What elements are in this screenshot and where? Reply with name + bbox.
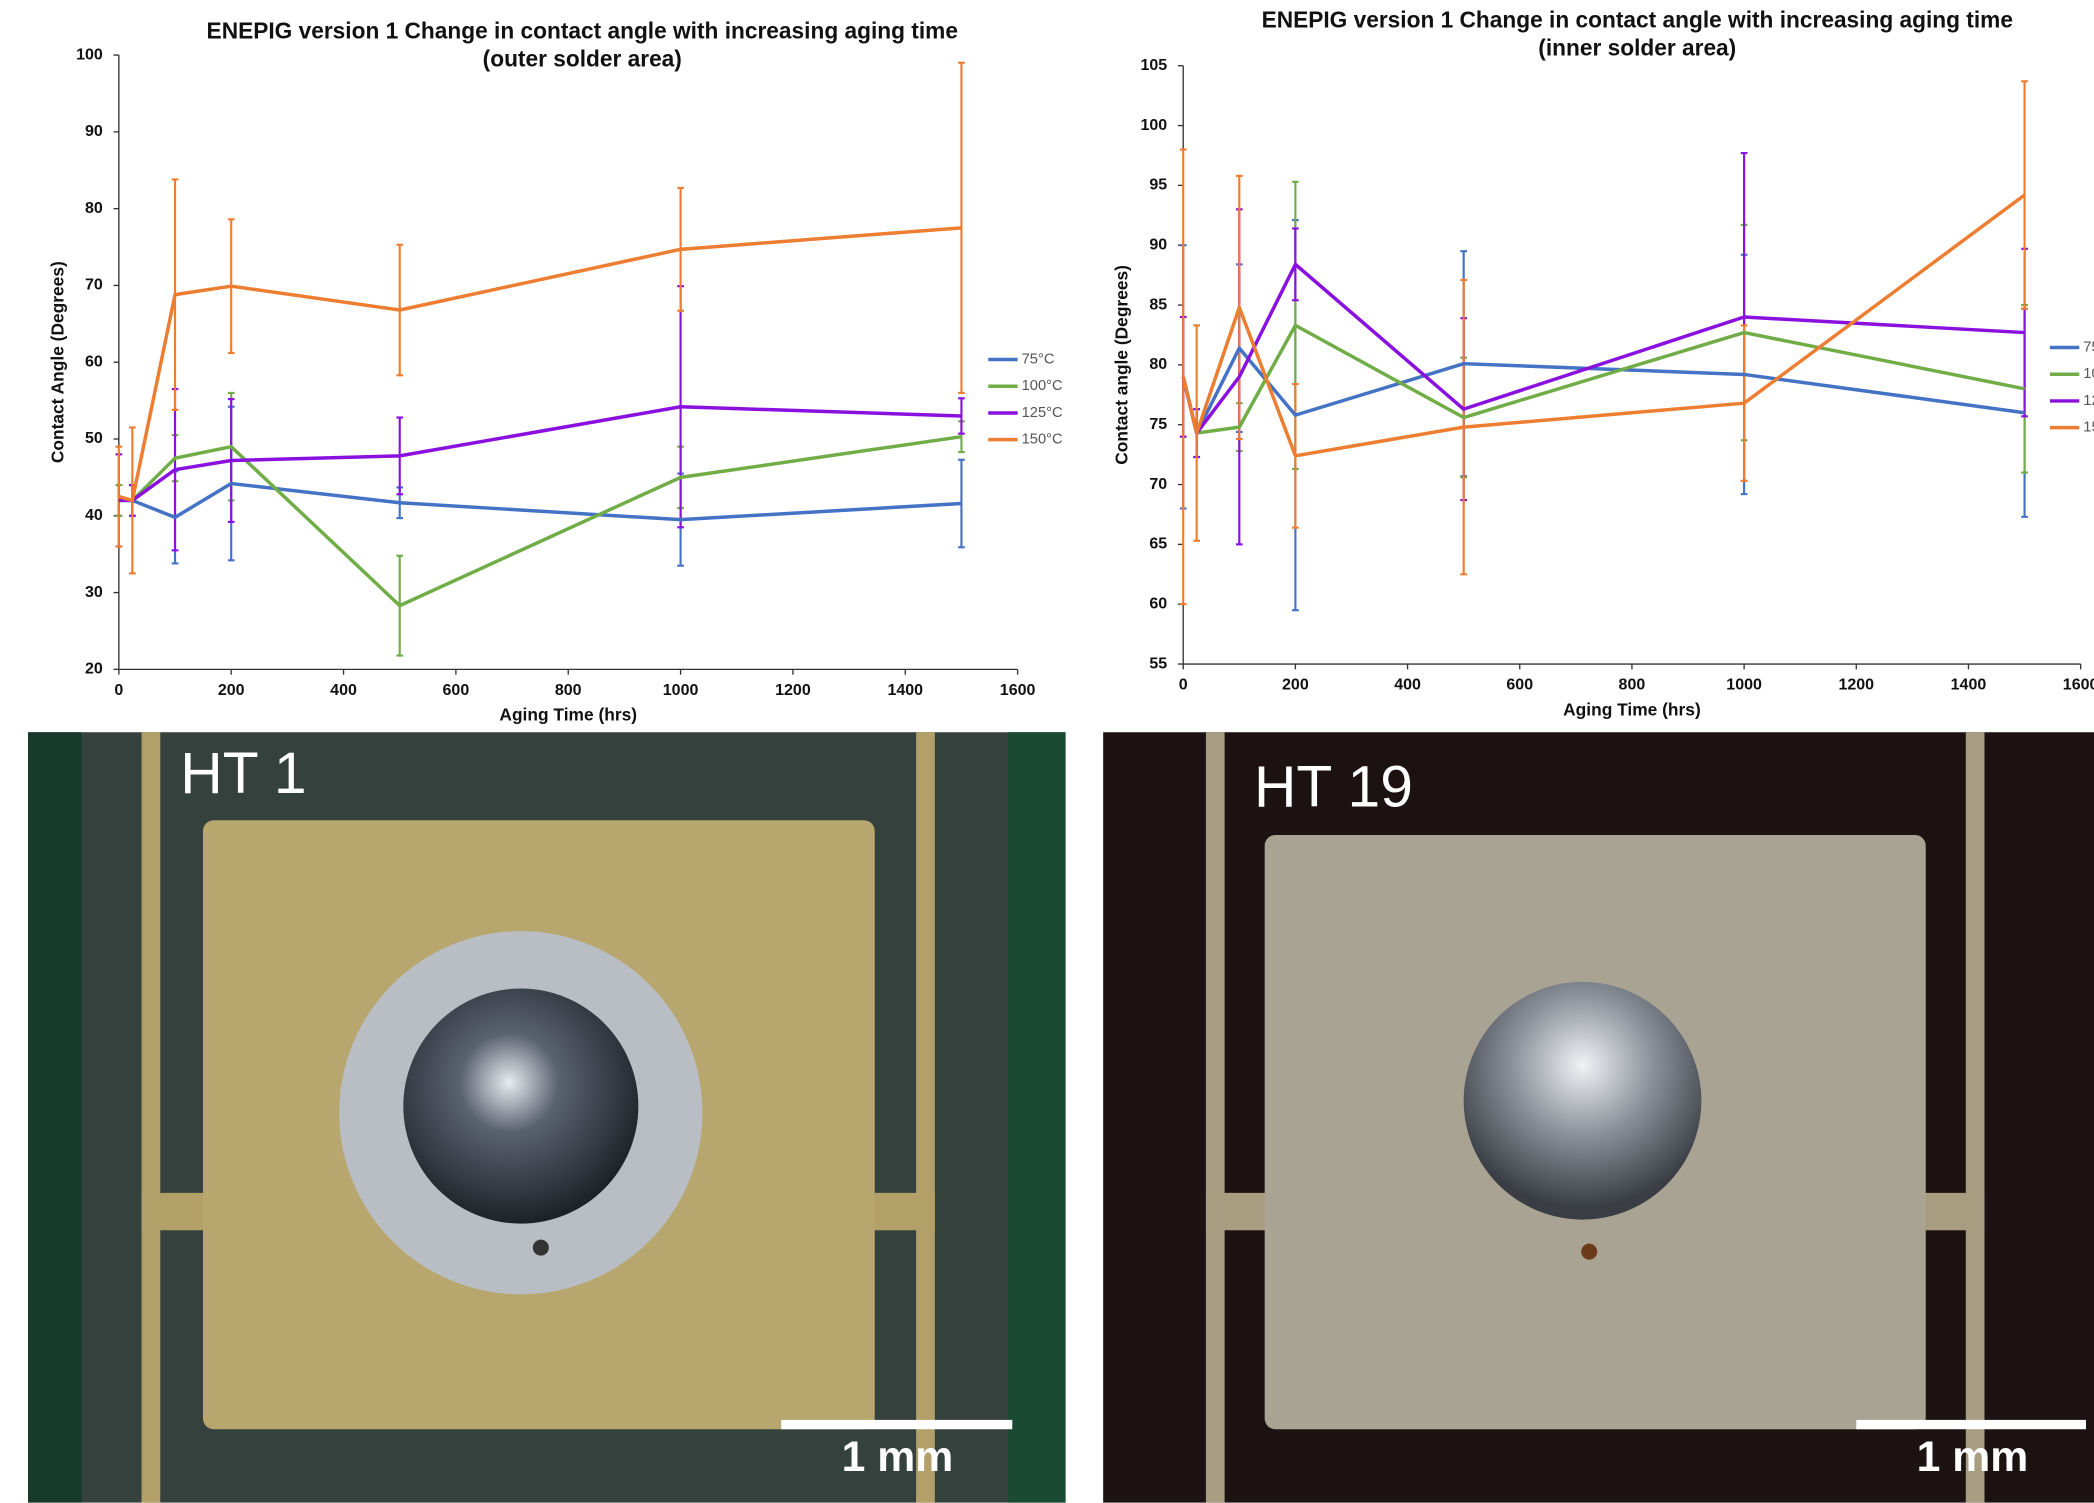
y-tick-label: 100 <box>76 45 103 63</box>
scale-label: 1 mm <box>1917 1433 2029 1481</box>
x-tick-label: 600 <box>443 681 470 699</box>
y-tick-label: 105 <box>1140 56 1167 74</box>
figure: HT 1 1 mm HT 19 1 mm ENEPIG version 1 Ch… <box>0 0 2094 1503</box>
y-tick-label: 50 <box>85 429 103 447</box>
scale-label: 1 mm <box>842 1433 954 1481</box>
x-tick-label: 1200 <box>1838 676 1874 694</box>
y-tick-label: 90 <box>85 122 103 140</box>
x-tick-label: 400 <box>330 681 357 699</box>
y-tick-label: 70 <box>85 276 103 294</box>
x-tick-label: 0 <box>1179 676 1188 694</box>
legend-label: 100°C <box>2083 366 2094 382</box>
x-tick-label: 200 <box>218 681 245 699</box>
chart-title: ENEPIG version 1 Change in contact angle… <box>207 17 958 43</box>
y-tick-label: 100 <box>1140 116 1167 134</box>
x-tick-label: 800 <box>1619 676 1646 694</box>
chart-title: ENEPIG version 1 Change in contact angle… <box>1262 7 2013 33</box>
x-axis-label: Aging Time (hrs) <box>499 705 637 725</box>
legend-label: 150°C <box>2083 420 2094 436</box>
photo-ht1: HT 1 1 mm <box>28 732 1066 1503</box>
x-tick-label: 1000 <box>663 681 699 699</box>
legend-label: 75°C <box>2083 339 2094 355</box>
legend-label: 150°C <box>1022 432 1063 448</box>
y-tick-label: 80 <box>85 199 103 217</box>
x-tick-label: 1000 <box>1726 676 1762 694</box>
y-tick-label: 85 <box>1149 295 1167 313</box>
chart-subtitle: (inner solder area) <box>1538 35 1736 61</box>
y-tick-label: 95 <box>1149 176 1167 194</box>
y-axis-label: Contact angle (Degrees) <box>1112 265 1132 465</box>
y-tick-label: 30 <box>85 583 103 601</box>
series-line <box>1183 348 2024 433</box>
photo-label: HT 19 <box>1254 754 1413 819</box>
y-tick-label: 40 <box>85 506 103 524</box>
y-tick-label: 75 <box>1149 415 1167 433</box>
photo-label: HT 1 <box>180 741 306 806</box>
chart-subtitle: (outer solder area) <box>483 45 682 71</box>
legend-label: 125°C <box>2083 393 2094 409</box>
x-tick-label: 0 <box>114 681 123 699</box>
y-tick-label: 70 <box>1149 475 1167 493</box>
y-tick-label: 65 <box>1149 535 1167 553</box>
y-tick-label: 60 <box>1149 594 1167 612</box>
series-line <box>1183 325 2024 433</box>
y-tick-label: 80 <box>1149 355 1167 373</box>
x-tick-label: 400 <box>1394 676 1421 694</box>
x-tick-label: 200 <box>1282 676 1309 694</box>
x-tick-label: 1600 <box>2063 676 2094 694</box>
x-tick-label: 600 <box>1506 676 1533 694</box>
x-tick-label: 1400 <box>887 681 923 699</box>
series-line <box>119 437 962 606</box>
y-tick-label: 20 <box>85 660 103 678</box>
y-tick-label: 55 <box>1149 654 1167 672</box>
y-tick-label: 60 <box>85 352 103 370</box>
legend-label: 100°C <box>1022 378 1063 394</box>
x-tick-label: 1600 <box>1000 681 1036 699</box>
legend-label: 125°C <box>1022 405 1063 421</box>
x-tick-label: 800 <box>555 681 582 699</box>
y-axis-label: Contact Angle (Degrees) <box>47 261 67 463</box>
series-line <box>119 484 962 520</box>
photo-ht19: HT 19 1 mm <box>1103 732 2094 1503</box>
x-axis-label: Aging Time (hrs) <box>1563 699 1701 719</box>
legend-label: 75°C <box>1022 351 1055 367</box>
x-tick-label: 1400 <box>1951 676 1987 694</box>
page: {"chart_data": [ {"type": "line", "title… <box>0 0 2094 1503</box>
y-tick-label: 90 <box>1149 235 1167 253</box>
x-tick-label: 1200 <box>775 681 811 699</box>
